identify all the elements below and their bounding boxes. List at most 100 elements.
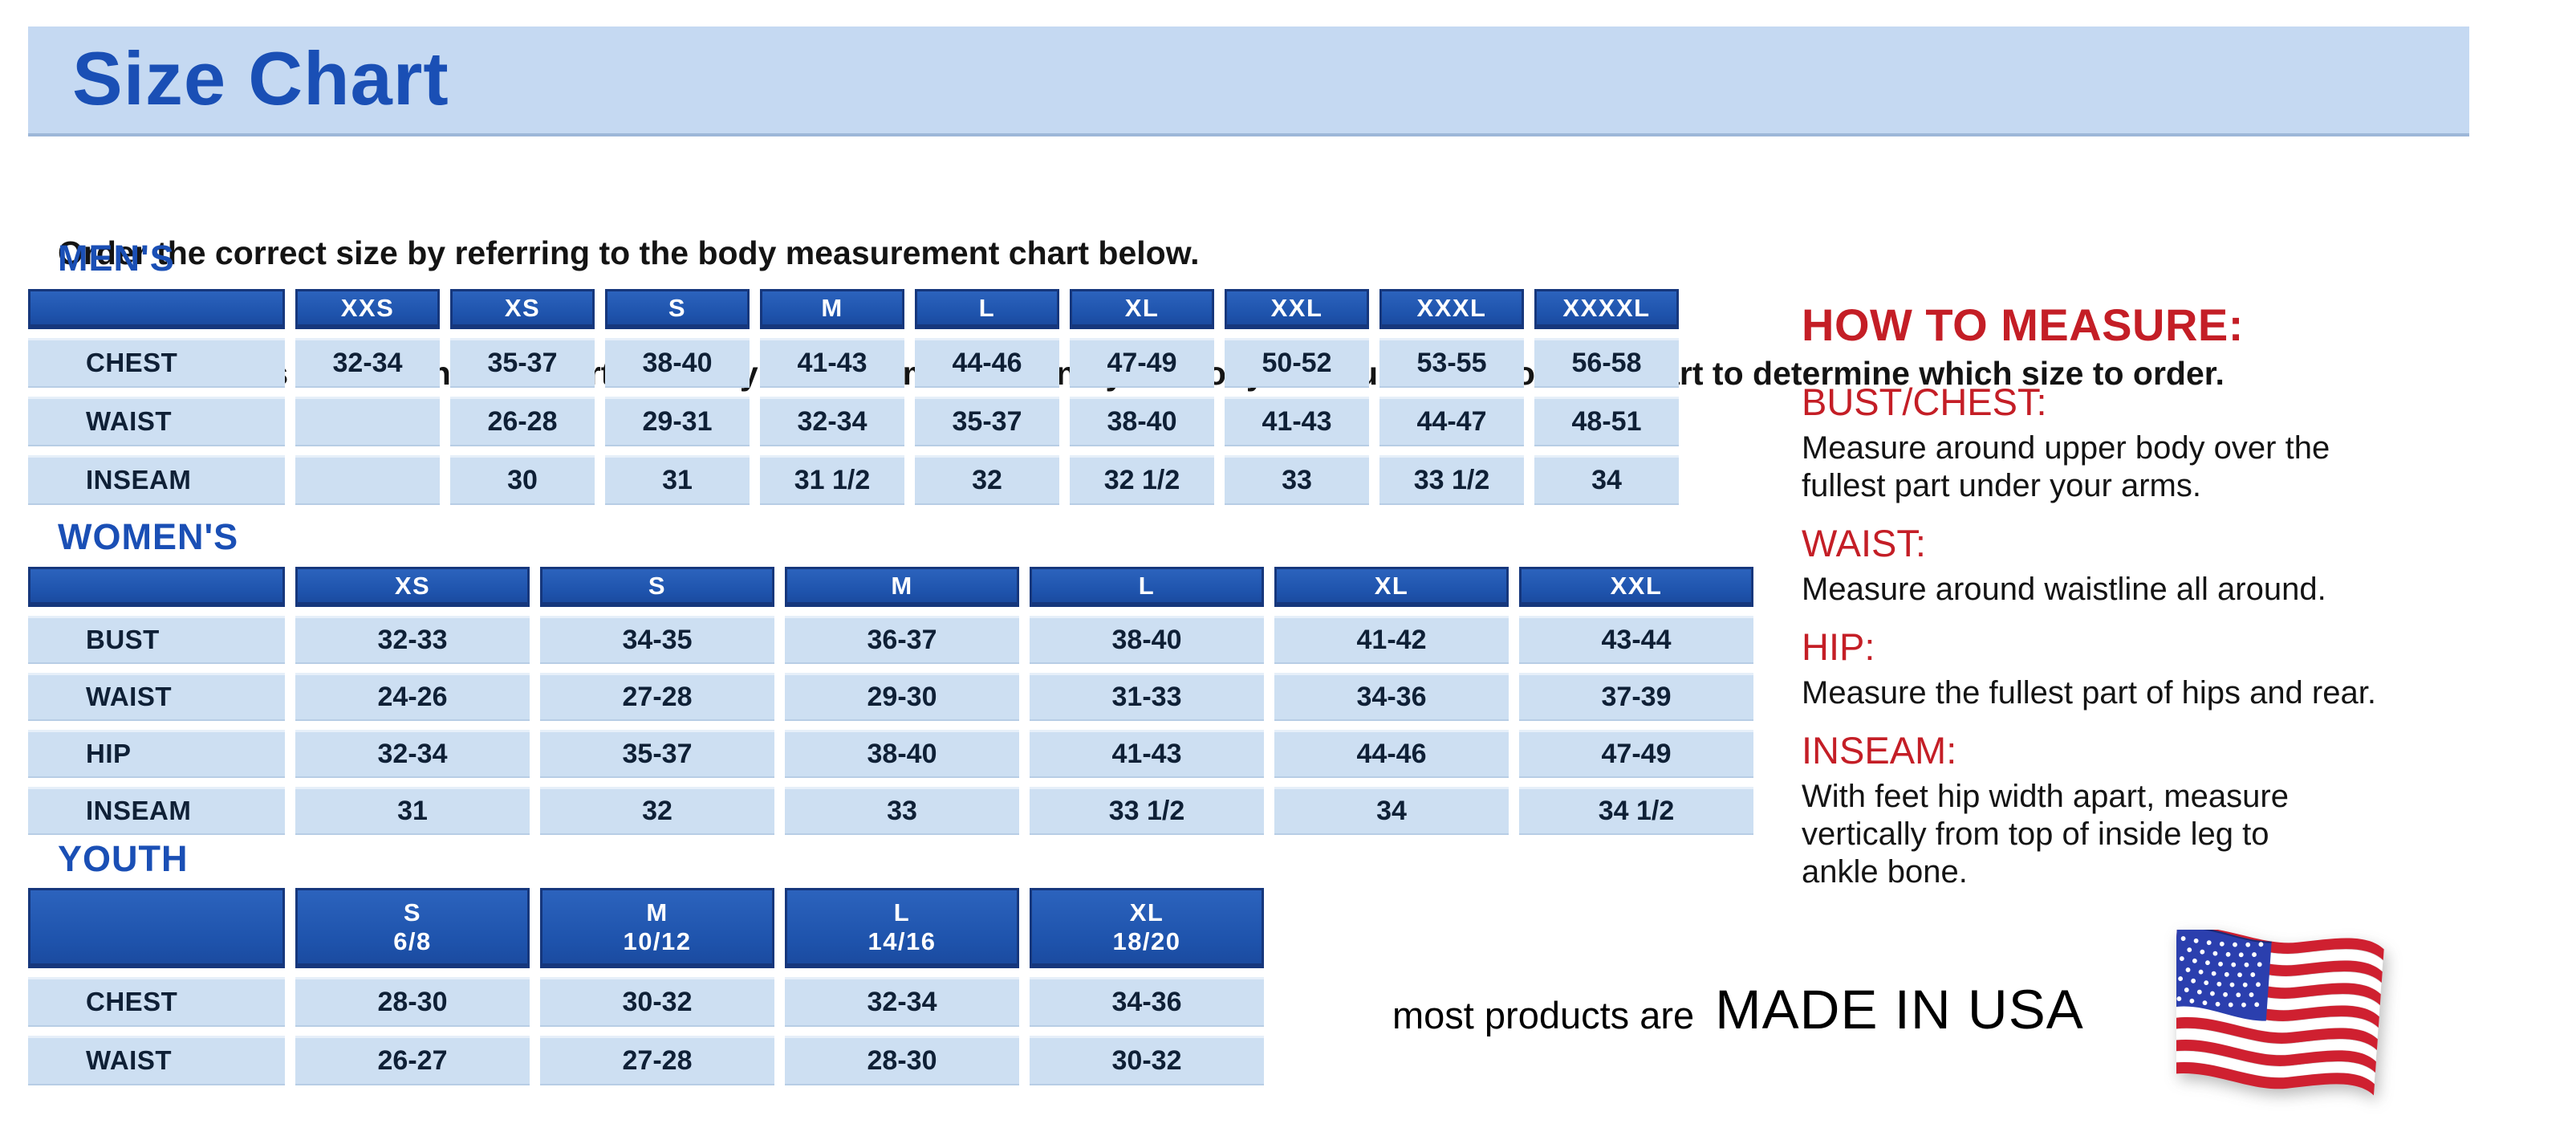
table-corner-cell (28, 888, 285, 968)
made-in-usa-line: most products are MADE IN USA (1392, 978, 2084, 1041)
value-cell: 31 (295, 787, 530, 835)
size-header-cell: L (915, 289, 1059, 329)
size-header-size: L (893, 898, 911, 926)
size-header-size: S (403, 898, 422, 926)
value-cell: 34-35 (540, 616, 774, 664)
how-to-measure-title: HOW TO MEASURE: (1802, 299, 2244, 350)
youth-size-table: S 6/8 M 10/12 L 14/16 XL 18/20 CHEST 28-30 30-32 32… (28, 888, 1264, 1085)
row-label-cell: INSEAM (28, 787, 285, 835)
size-header-cell: L 14/16 (785, 888, 1019, 968)
value-cell: 38-40 (605, 338, 750, 388)
value-cell: 29-31 (605, 397, 750, 446)
value-cell: 26-28 (450, 397, 595, 446)
size-header-cell: XXS (295, 289, 440, 329)
value-cell: 32-34 (760, 397, 904, 446)
value-cell: 37-39 (1519, 673, 1753, 721)
value-cell (295, 397, 440, 446)
value-cell: 31-33 (1030, 673, 1264, 721)
row-label-cell: WAIST (28, 673, 285, 721)
size-header-range: 6/8 (393, 926, 432, 955)
size-header-cell: XL 18/20 (1030, 888, 1264, 968)
value-cell: 32-34 (785, 977, 1019, 1027)
value-cell: 50-52 (1225, 338, 1369, 388)
measure-label: HIP: (1802, 625, 1875, 668)
value-cell: 34-36 (1030, 977, 1264, 1027)
value-cell: 33 (1225, 455, 1369, 505)
value-cell: 29-30 (785, 673, 1019, 721)
table-corner-cell (28, 567, 285, 607)
value-cell: 34 (1534, 455, 1679, 505)
value-cell: 38-40 (1030, 616, 1264, 664)
row-label-cell: CHEST (28, 977, 285, 1027)
value-cell: 44-46 (915, 338, 1059, 388)
measure-line: Measure the fullest part of hips and rea… (1802, 675, 2376, 711)
size-header-cell: M 10/12 (540, 888, 774, 968)
value-cell: 31 (605, 455, 750, 505)
value-cell: 32-34 (295, 338, 440, 388)
measure-line: With feet hip width apart, measure (1802, 779, 2289, 814)
row-label-cell: INSEAM (28, 455, 285, 505)
value-cell: 43-44 (1519, 616, 1753, 664)
value-cell: 30 (450, 455, 595, 505)
section-heading-womens: WOMEN'S (58, 516, 239, 557)
value-cell: 38-40 (785, 730, 1019, 778)
intro-line-1: Order the correct size by referring to t… (58, 234, 1200, 271)
value-cell: 44-46 (1274, 730, 1509, 778)
value-cell: 38-40 (1070, 397, 1214, 446)
size-header-cell: S 6/8 (295, 888, 530, 968)
size-header-range: 18/20 (1112, 926, 1181, 955)
value-cell: 53-55 (1379, 338, 1524, 388)
value-cell: 35-37 (450, 338, 595, 388)
value-cell: 32 (915, 455, 1059, 505)
size-header-cell: S (540, 567, 774, 607)
table-corner-cell (28, 289, 285, 329)
page-banner: Size Chart (28, 26, 2469, 136)
measure-section-inseam: INSEAM: With feet hip width apart, measu… (1802, 730, 2524, 891)
value-cell: 41-43 (1030, 730, 1264, 778)
value-cell: 27-28 (540, 673, 774, 721)
section-heading-youth: YOUTH (58, 838, 189, 879)
value-cell: 31 1/2 (760, 455, 904, 505)
measure-line: vertically from top of inside leg to (1802, 816, 2269, 852)
womens-size-table: XS S M L XL XXL BUST 32-33 34-35 36-37 38-40 41-42 4… (28, 567, 1753, 835)
size-header-range: 10/12 (623, 926, 692, 955)
page-title: Size Chart (72, 36, 449, 120)
value-cell: 32 1/2 (1070, 455, 1214, 505)
row-label-cell: HIP (28, 730, 285, 778)
value-cell: 41-43 (760, 338, 904, 388)
size-header-cell: XXL (1519, 567, 1753, 607)
value-cell: 35-37 (540, 730, 774, 778)
us-flag-icon (2167, 926, 2395, 1104)
size-header-cell: M (785, 567, 1019, 607)
size-header-cell: XXXXL (1534, 289, 1679, 329)
value-cell: 33 1/2 (1379, 455, 1524, 505)
measure-line: Measure around waistline all around. (1802, 572, 2326, 607)
measure-label: WAIST: (1802, 522, 1926, 564)
value-cell: 32-34 (295, 730, 530, 778)
value-cell: 33 (785, 787, 1019, 835)
value-cell: 48-51 (1534, 397, 1679, 446)
value-cell: 28-30 (785, 1036, 1019, 1085)
value-cell: 34 1/2 (1519, 787, 1753, 835)
size-header-size: M (646, 898, 668, 926)
value-cell: 41-42 (1274, 616, 1509, 664)
size-header-cell: XL (1274, 567, 1509, 607)
value-cell: 36-37 (785, 616, 1019, 664)
size-header-cell: XXL (1225, 289, 1369, 329)
value-cell (295, 455, 440, 505)
mens-size-table: XXS XS S M L XL XXL XXXL XXXXL CHEST 32-34 35-37 38-… (28, 289, 1679, 505)
made-in-text: MADE IN USA (1715, 979, 2084, 1040)
measure-line: Measure around upper body over the (1802, 430, 2330, 466)
size-header-cell: M (760, 289, 904, 329)
value-cell: 35-37 (915, 397, 1059, 446)
size-header-size: XL (1129, 898, 1164, 926)
measure-section-waist: WAIST: Measure around waistline all arou… (1802, 523, 2524, 609)
value-cell: 56-58 (1534, 338, 1679, 388)
measure-label: INSEAM: (1802, 729, 1957, 772)
value-cell: 24-26 (295, 673, 530, 721)
size-header-cell: XS (295, 567, 530, 607)
row-label-cell: WAIST (28, 397, 285, 446)
made-in-prefix: most products are (1392, 994, 1695, 1036)
how-to-measure-panel: HOW TO MEASURE: BUST/CHEST: Measure arou… (1802, 299, 2524, 909)
value-cell: 30-32 (1030, 1036, 1264, 1085)
